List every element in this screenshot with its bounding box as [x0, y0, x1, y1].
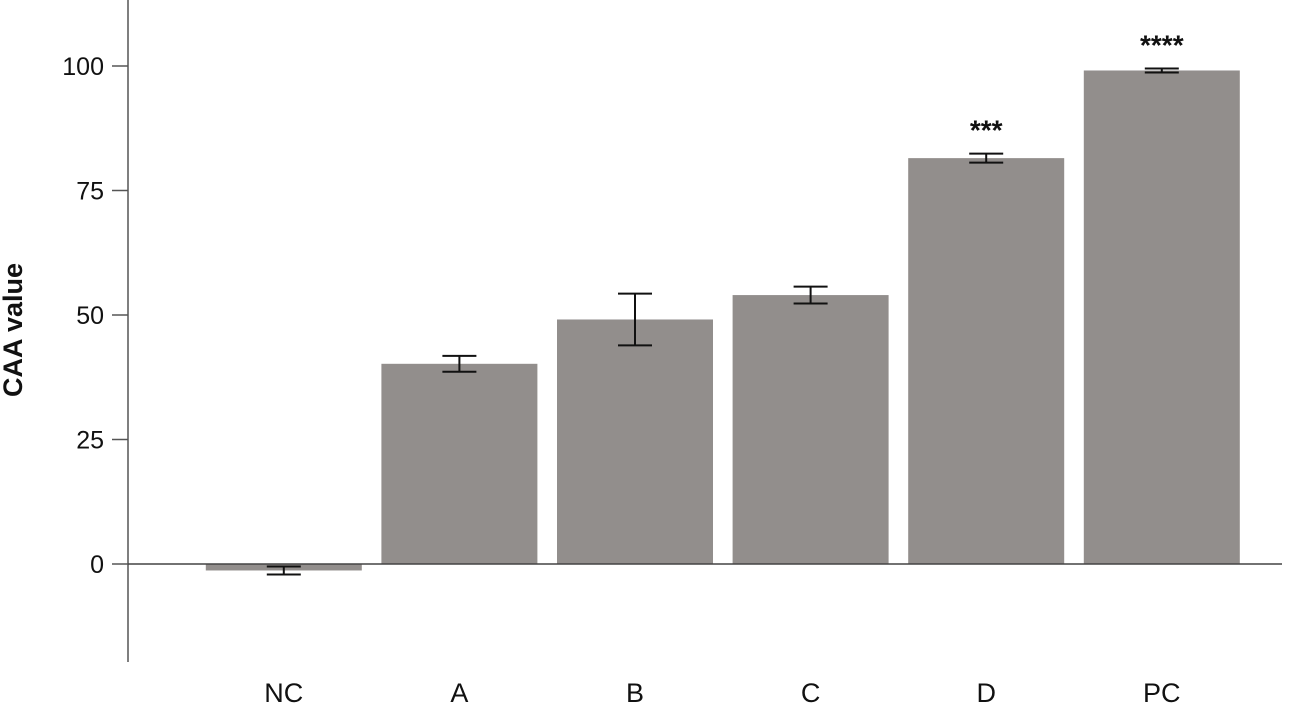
- x-axis: NC A B C D PC: [128, 563, 1282, 705]
- significance-labels: *******: [970, 29, 1184, 145]
- y-tick-label: 75: [76, 178, 104, 206]
- significance-label: ***: [970, 115, 1003, 146]
- bar-d: [908, 158, 1065, 564]
- y-tick-label: 50: [76, 302, 104, 330]
- y-axis-label: CAA value: [0, 263, 28, 397]
- x-tick-label: PC: [1143, 678, 1181, 705]
- x-tick-label: NC: [264, 678, 303, 705]
- y-tick-label: 0: [90, 551, 104, 579]
- significance-label: ****: [1140, 29, 1184, 60]
- bar-pc: [1083, 70, 1240, 565]
- x-tick-label: D: [976, 678, 996, 705]
- x-tick-label: B: [626, 678, 644, 705]
- y-axis: 0 25 50 75 100: [62, 0, 129, 662]
- y-tick-label: 100: [62, 53, 104, 81]
- bar-a: [381, 363, 538, 564]
- y-tick-label: 25: [76, 427, 104, 455]
- bars: [205, 70, 1240, 571]
- error-bars: [266, 67, 1179, 576]
- x-tick-label: A: [450, 678, 468, 705]
- bar-c: [732, 295, 889, 564]
- x-tick-label: C: [801, 678, 821, 705]
- bar-b: [557, 319, 713, 564]
